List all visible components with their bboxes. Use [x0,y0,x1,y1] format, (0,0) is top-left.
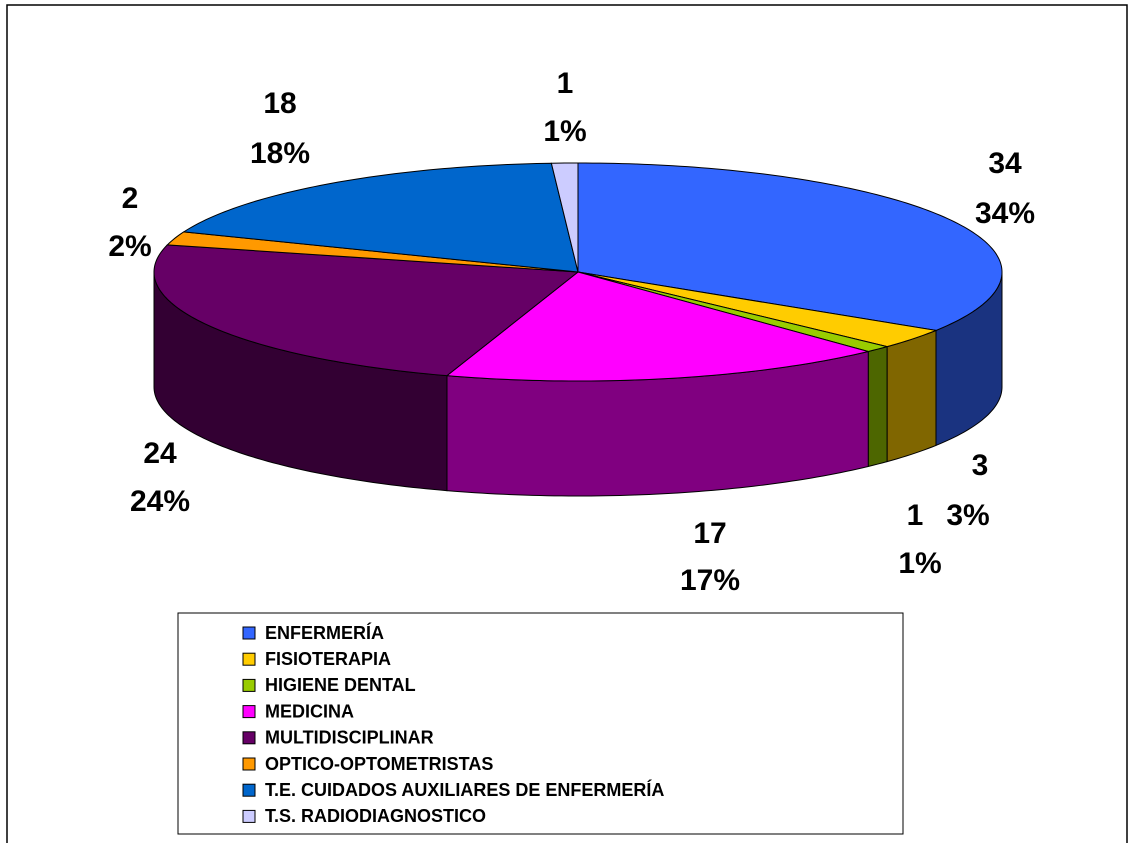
data-label: 1 [557,67,574,100]
legend-label: HIGIENE DENTAL [265,675,416,695]
data-label: 2 [122,182,139,215]
legend-box [177,612,904,835]
legend-swatch [242,652,256,666]
data-label-percent: 2% [108,230,151,263]
legend-label: MULTIDISCIPLINAR [265,728,434,748]
data-label-percent: 3% [946,499,989,532]
slice [550,162,579,273]
legend-swatch [242,678,256,692]
legend-swatch [242,757,256,771]
legend-label: T.E. CUIDADOS AUXILIARES DE ENFERMERÍA [265,779,664,800]
legend-swatch [242,783,256,797]
slice [577,271,938,348]
data-label: 1 [907,499,924,532]
slice [577,162,1003,331]
slice-side [867,345,888,468]
slice-side [886,329,937,463]
legend-label: ENFERMERÍA [265,622,384,643]
data-label-percent: 34% [975,197,1035,230]
chart-border [6,4,1128,843]
legend-swatch [242,705,256,719]
legend-label: T.S. RADIODIAGNOSTICO [265,806,486,826]
data-label: 24 [143,437,177,470]
legend-swatch [242,731,256,745]
legend-swatch [242,809,256,823]
slice [182,162,579,273]
legend-swatch [242,626,256,640]
data-label-percent: 24% [130,485,190,518]
data-label-percent: 1% [543,115,586,148]
data-label: 18 [263,87,296,120]
data-label: 34 [988,147,1022,180]
data-label-percent: 17% [680,564,740,597]
legend-label: OPTICO-OPTOMETRISTAS [265,754,493,774]
slice [153,244,580,377]
slice [445,271,869,382]
data-label: 17 [693,517,726,550]
legend-label: FISIOTERAPIA [265,649,391,669]
data-label-percent: 18% [250,137,310,170]
data-label: 3 [972,449,989,482]
data-label-percent: 1% [898,547,941,580]
legend-label: MEDICINA [265,701,354,721]
